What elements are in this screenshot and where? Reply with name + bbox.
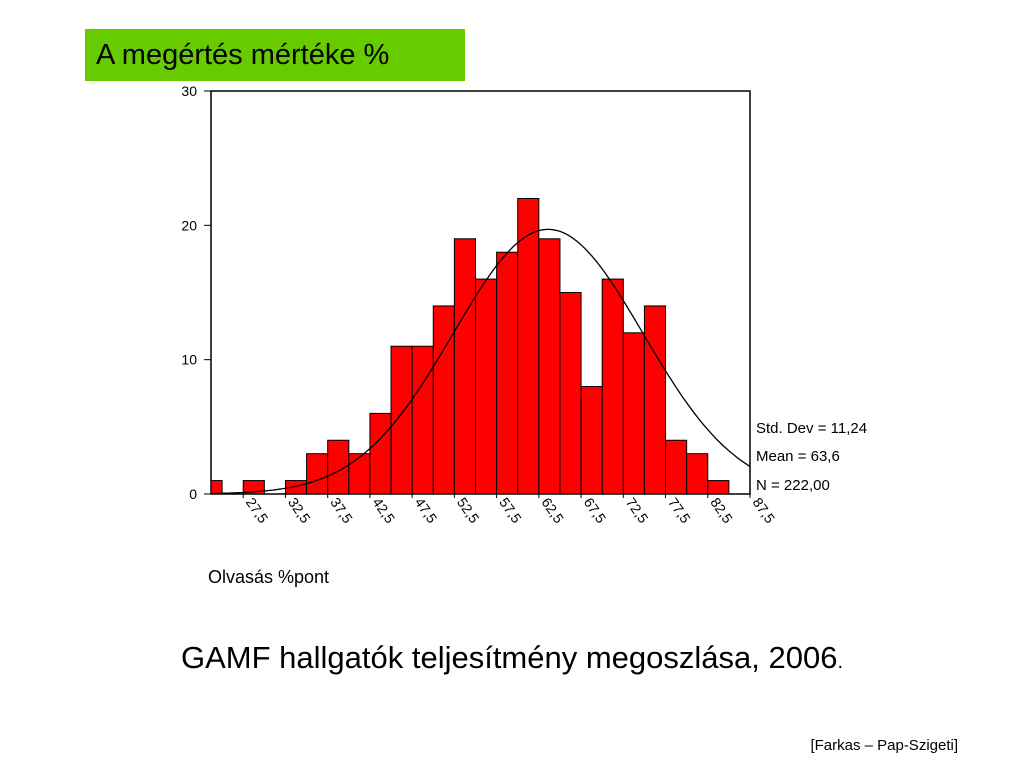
slide-caption: GAMF hallgatók teljesítmény megoszlása, … (0, 640, 1024, 676)
x-tick-label: 47,5 (412, 495, 441, 527)
stats-label: Std. Dev = 11,24 (756, 420, 867, 437)
histogram-bar (306, 453, 329, 495)
x-tick-label: 77,5 (665, 495, 694, 527)
histogram-bar (707, 480, 730, 495)
histogram-bar (665, 439, 688, 495)
histogram-bar (643, 305, 667, 495)
histogram-bar (517, 197, 540, 495)
histogram-bar (601, 278, 624, 495)
caption-period: . (837, 651, 844, 673)
normal-curve-line (210, 228, 751, 495)
x-tick-label: 67,5 (581, 495, 610, 527)
histogram-bar (242, 480, 265, 495)
histogram-bar (622, 332, 645, 495)
x-axis-label: Olvasás %pont (208, 567, 329, 587)
histogram-bar (411, 345, 434, 495)
histogram-bar (453, 238, 476, 495)
x-tick-label: 82,5 (707, 495, 736, 527)
x-tick-label: 37,5 (327, 495, 356, 527)
histogram-bar (538, 238, 561, 495)
caption-text: GAMF hallgatók teljesítmény megoszlása, … (180, 640, 838, 675)
y-tick-label: 30 (181, 83, 197, 99)
histogram-chart: 0 10 20 30 27,5 32,5 37,5 42,5 47,5 52,5 57,5 62,5 6… (181, 83, 867, 587)
source-credit: [Farkas – Pap-Szigeti] (810, 737, 958, 754)
x-tick-label: 32,5 (285, 495, 314, 527)
y-tick-label: 20 (181, 217, 197, 233)
stats-label: Mean = 63,6 (756, 448, 840, 465)
histogram-bar (559, 292, 582, 495)
histogram-bar (475, 278, 498, 495)
histogram-bar (432, 305, 455, 495)
slide-title: A megértés mértéke % (85, 29, 465, 81)
histogram-bar (496, 251, 519, 495)
x-tick-label: 57,5 (496, 495, 525, 527)
x-tick-label: 52,5 (454, 495, 483, 527)
y-tick-label: 10 (181, 352, 197, 368)
histogram-bar (348, 453, 371, 495)
x-tick-label: 87,5 (750, 495, 779, 527)
x-tick-label: 42,5 (369, 495, 398, 527)
histogram-bar (686, 453, 709, 495)
x-tick-label: 72,5 (623, 495, 652, 527)
x-tick-label: 27,5 (243, 495, 272, 527)
histogram-bar (210, 480, 223, 495)
histogram-bar (390, 345, 413, 495)
histogram-bar (369, 412, 392, 495)
x-tick-label: 62,5 (538, 495, 567, 527)
slide-title-text: A megértés mértéke % (96, 38, 390, 71)
stats-label: N = 222,00 (756, 477, 830, 494)
histogram-bar (580, 386, 603, 495)
y-tick-label: 0 (189, 486, 197, 502)
